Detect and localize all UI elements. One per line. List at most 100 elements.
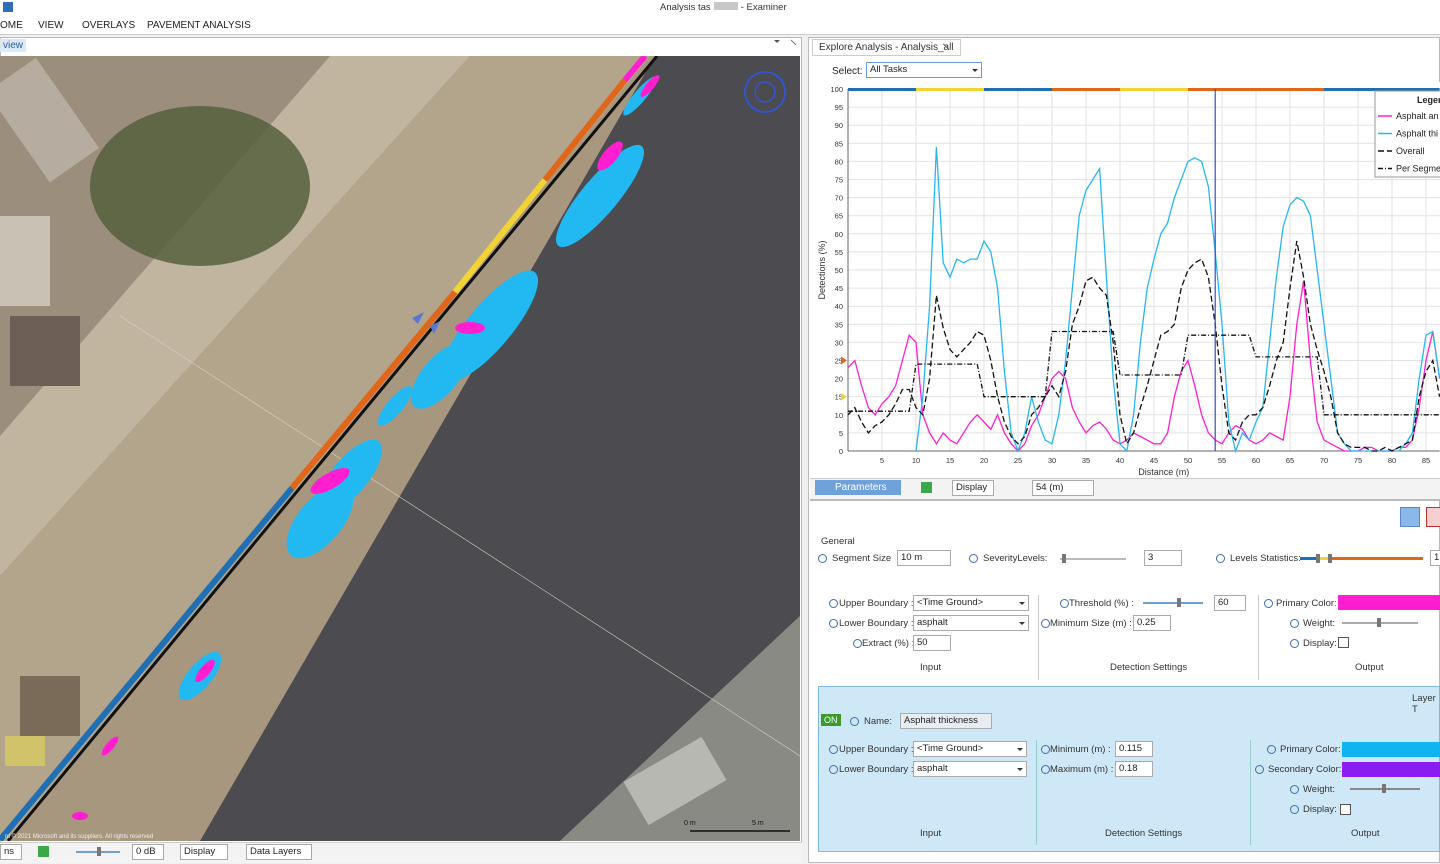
levels-thumb[interactable] bbox=[1316, 554, 1320, 563]
y-tick-label: 100 bbox=[830, 85, 843, 94]
weight-thumb[interactable] bbox=[1377, 618, 1381, 627]
threshold[interactable]: 60 bbox=[1214, 595, 1246, 611]
info-icon[interactable] bbox=[1290, 619, 1299, 628]
upper-boundary[interactable]: <Time Ground> bbox=[913, 741, 1027, 757]
info-icon[interactable] bbox=[1267, 745, 1276, 754]
analysis-tab[interactable]: Explore Analysis - Analysis_all bbox=[812, 39, 961, 56]
weight-thumb[interactable] bbox=[1382, 784, 1386, 793]
compass-inner[interactable] bbox=[754, 81, 776, 103]
min-size[interactable]: 0.25 bbox=[1133, 615, 1171, 631]
grid-icon[interactable] bbox=[921, 482, 932, 493]
label: Weight: bbox=[1303, 618, 1336, 629]
detections bbox=[72, 74, 660, 820]
threshold-marker bbox=[841, 392, 847, 401]
compass[interactable] bbox=[744, 71, 786, 113]
levels-thumb[interactable] bbox=[1328, 554, 1332, 563]
legend-label: Asphalt thi bbox=[1396, 129, 1438, 139]
display-checkbox[interactable] bbox=[1338, 637, 1349, 648]
scale-label: 0 m bbox=[684, 820, 696, 827]
detection-cyan bbox=[286, 483, 354, 559]
info-icon[interactable] bbox=[1041, 619, 1050, 628]
threshold-thumb[interactable] bbox=[1177, 598, 1181, 607]
y-tick-label: 85 bbox=[835, 139, 843, 148]
x-tick-label: 40 bbox=[1116, 456, 1124, 465]
info-icon[interactable] bbox=[829, 619, 838, 628]
section-label: Output bbox=[1355, 662, 1384, 673]
upper-boundary[interactable]: <Time Ground> bbox=[913, 595, 1029, 611]
road bbox=[200, 56, 800, 841]
severity-levels[interactable]: 3 bbox=[1144, 550, 1182, 566]
info-icon[interactable] bbox=[1264, 599, 1273, 608]
primary-color[interactable] bbox=[1338, 595, 1440, 610]
info-icon[interactable] bbox=[969, 554, 978, 563]
lower-boundary[interactable]: asphalt bbox=[913, 615, 1029, 631]
detection-magenta bbox=[640, 74, 660, 98]
y-tick-label: 35 bbox=[835, 320, 843, 329]
map[interactable]: nt © 2021 Microsoft and its suppliers. A… bbox=[0, 56, 800, 841]
severity-slider[interactable] bbox=[1060, 558, 1126, 560]
minimum[interactable]: 0.115 bbox=[1115, 741, 1153, 757]
y-tick-label: 75 bbox=[835, 176, 843, 185]
info-icon[interactable] bbox=[853, 639, 862, 648]
info-icon[interactable] bbox=[1290, 639, 1299, 648]
label: Minimum Size (m) : bbox=[1050, 618, 1132, 629]
label: Lower Boundary : bbox=[839, 764, 914, 775]
info-icon[interactable] bbox=[1290, 785, 1299, 794]
info-icon[interactable] bbox=[1216, 554, 1225, 563]
levels-value[interactable]: 1 bbox=[1430, 550, 1440, 566]
map-tab[interactable]: view bbox=[0, 39, 27, 52]
extract[interactable]: 50 bbox=[913, 635, 951, 651]
info-icon[interactable] bbox=[829, 765, 838, 774]
secondary-color[interactable] bbox=[1342, 762, 1440, 777]
pane-menu[interactable] bbox=[774, 40, 780, 46]
x-tick-label: 5 bbox=[880, 456, 884, 465]
menu-item[interactable]: PAVEMENT ANALYSIS bbox=[147, 20, 251, 31]
lower-boundary[interactable]: asphalt bbox=[913, 761, 1027, 777]
y-tick-label: 40 bbox=[835, 302, 843, 311]
label: Weight: bbox=[1303, 784, 1336, 795]
save-params[interactable] bbox=[1400, 507, 1420, 527]
buildings-se bbox=[560, 616, 800, 841]
severity-thumb[interactable] bbox=[1062, 554, 1066, 563]
cursor-marker[interactable] bbox=[412, 312, 424, 324]
display-button[interactable]: Display bbox=[180, 844, 228, 860]
info-icon[interactable] bbox=[1255, 765, 1264, 774]
info-icon[interactable] bbox=[818, 554, 827, 563]
info-icon[interactable] bbox=[1290, 805, 1299, 814]
cursor-marker[interactable] bbox=[430, 321, 440, 334]
data-layers-button[interactable]: Data Layers bbox=[246, 844, 312, 860]
maximum[interactable]: 0.18 bbox=[1115, 761, 1153, 777]
menu-item[interactable]: OME bbox=[0, 20, 23, 31]
info-icon[interactable] bbox=[829, 745, 838, 754]
window-title: Analysis tas - Examiner bbox=[660, 2, 787, 13]
info-icon[interactable] bbox=[1041, 765, 1050, 774]
y-tick-label: 45 bbox=[835, 284, 843, 293]
info-icon[interactable] bbox=[1060, 599, 1069, 608]
parameters-button[interactable]: Parameters bbox=[815, 480, 901, 495]
info-icon[interactable] bbox=[850, 717, 859, 726]
on-toggle[interactable]: ON bbox=[821, 714, 841, 726]
save-icon[interactable] bbox=[3, 2, 13, 12]
levels-slider[interactable] bbox=[1300, 557, 1423, 560]
delete-params[interactable] bbox=[1426, 507, 1440, 527]
info-icon[interactable] bbox=[1041, 745, 1050, 754]
task-select[interactable]: All Tasks bbox=[866, 62, 982, 78]
detection-magenta bbox=[101, 736, 119, 756]
display-checkbox[interactable] bbox=[1340, 804, 1351, 815]
primary-color[interactable] bbox=[1342, 742, 1440, 757]
label: Segment Size bbox=[832, 553, 892, 564]
segment-size[interactable]: 10 m bbox=[897, 550, 951, 566]
section-label: Detection Settings bbox=[1105, 828, 1183, 839]
grid-icon[interactable] bbox=[38, 846, 49, 857]
menu-item[interactable]: VIEW bbox=[38, 20, 64, 31]
gain-value[interactable]: 0 dB bbox=[132, 844, 164, 860]
threshold-slider[interactable] bbox=[1143, 602, 1203, 604]
info-icon[interactable] bbox=[829, 599, 838, 608]
gain-thumb[interactable] bbox=[97, 847, 101, 856]
x-tick-label: 75 bbox=[1354, 456, 1362, 465]
menu-item[interactable]: OVERLAYS bbox=[82, 20, 136, 31]
x-tick-label: 55 bbox=[1218, 456, 1226, 465]
display-button[interactable]: Display bbox=[952, 480, 994, 496]
layer-name[interactable]: Asphalt thickness bbox=[900, 713, 992, 729]
